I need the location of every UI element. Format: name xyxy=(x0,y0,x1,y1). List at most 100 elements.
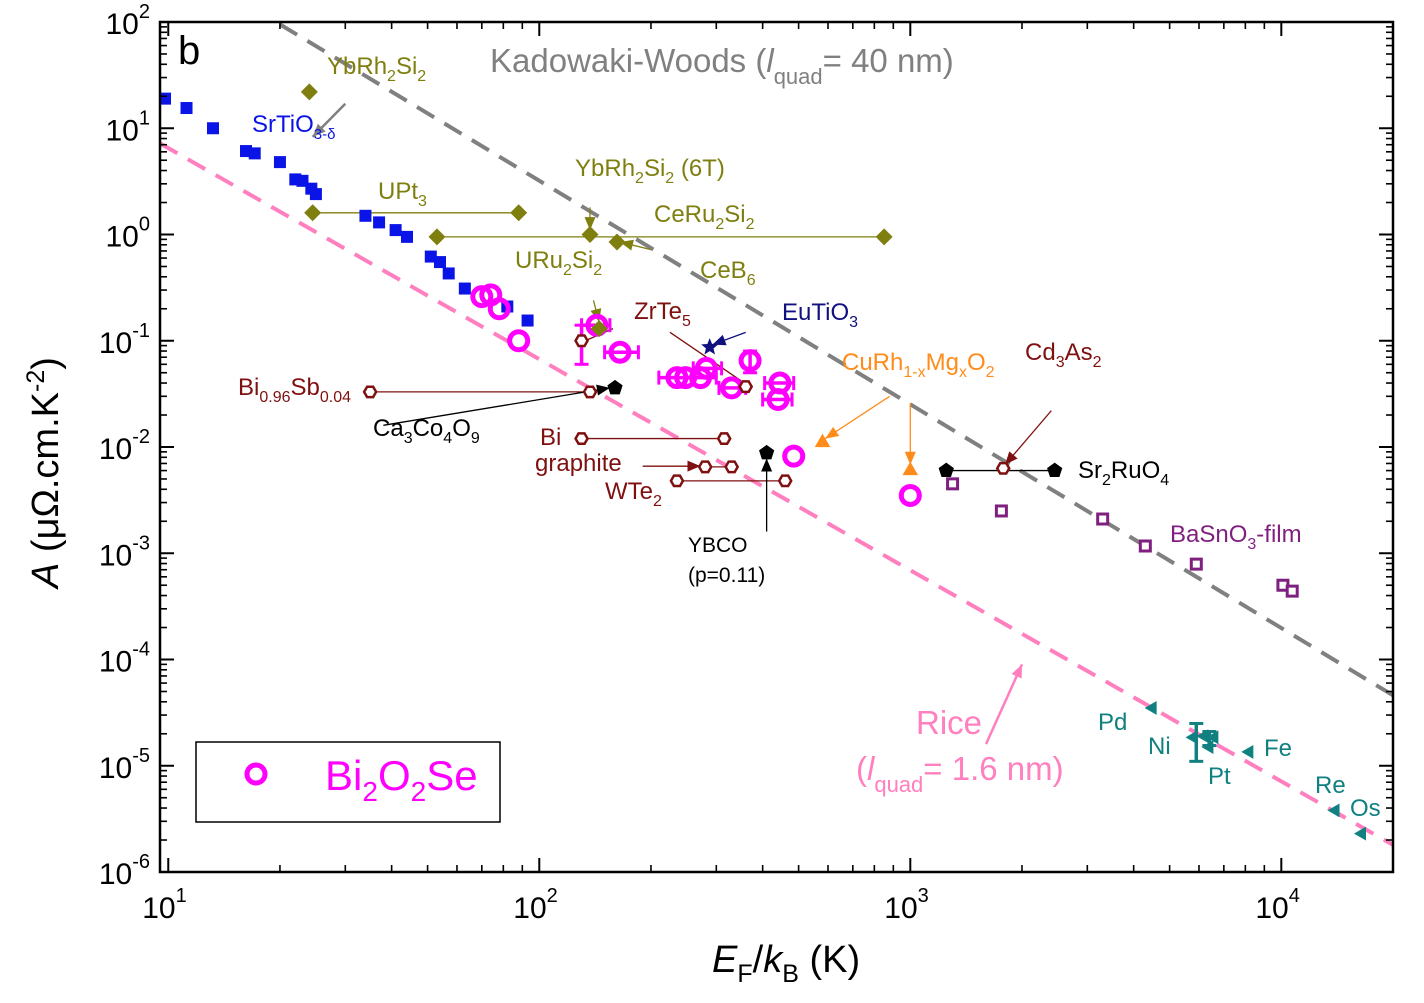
bi2o2se-point xyxy=(608,340,632,364)
axis-ticks: 101 102 103 10410-610-510-410-310-210-11001… xyxy=(99,1,1393,925)
curhmgo2-point xyxy=(902,461,919,476)
label-cd3as2: Cd3As2 xyxy=(1025,339,1102,371)
curhmgo2-point xyxy=(814,433,831,448)
srtio3-point xyxy=(206,122,219,135)
x-tick-label: 103 xyxy=(884,885,929,925)
bi2o2se-point xyxy=(898,483,922,507)
semimetals-point xyxy=(582,385,598,399)
srtio3-point xyxy=(433,256,446,269)
semimetals-point xyxy=(716,432,732,446)
heavy-fermion-point xyxy=(608,233,626,251)
basno3-point xyxy=(1285,584,1299,598)
annotation-arrow xyxy=(383,387,611,426)
y-tick-base: 10 xyxy=(99,539,132,572)
y-tick-base: 10 xyxy=(99,752,132,785)
label-rice: Rice xyxy=(916,704,982,741)
arrow-head xyxy=(1011,664,1022,679)
legend: Bi2O2Se xyxy=(195,741,501,823)
y-tick-label: 10-2 xyxy=(99,426,150,466)
semimetals-point xyxy=(777,474,793,488)
label-os: Os xyxy=(1350,795,1381,822)
panel-label: b xyxy=(178,29,200,73)
label-wte2: WTe2 xyxy=(605,478,662,510)
label-bi: Bi xyxy=(540,424,561,451)
y-tick-label: 10-3 xyxy=(99,532,150,572)
label-uru2si2: URu2Si2 xyxy=(515,247,602,279)
label-rice-value: (lquad= 1.6 nm) xyxy=(856,750,1064,797)
srtio3-point xyxy=(442,267,455,280)
srtio3-point xyxy=(521,314,534,327)
y-tick-base: 10 xyxy=(106,221,139,254)
label-re: Re xyxy=(1315,772,1346,799)
y-tick-label: 101 xyxy=(106,107,151,147)
metals-point xyxy=(1196,729,1209,744)
rice-line xyxy=(160,141,1393,847)
y-tick-label: 10-4 xyxy=(99,639,150,679)
srtio3-point xyxy=(273,156,286,169)
label-basno3: BaSnO3-film xyxy=(1170,521,1302,553)
srtio3-point xyxy=(359,209,372,222)
label-ceb6: CeB6 xyxy=(700,257,756,289)
semimetals-point xyxy=(738,380,754,394)
reference-lines xyxy=(160,22,1393,847)
eutio3-point xyxy=(701,338,719,355)
black-pentagons-point xyxy=(607,379,623,395)
x-tick-exp: 3 xyxy=(918,885,929,907)
arrow-head xyxy=(712,334,727,346)
semimetals-point xyxy=(574,334,590,348)
y-tick-label: 10-1 xyxy=(99,320,150,360)
x-axis-title: EF/kB (K) xyxy=(712,939,860,988)
y-tick-label: 102 xyxy=(106,1,151,41)
srtio3-point xyxy=(424,250,437,263)
heavy-fermion-point xyxy=(581,226,599,243)
metals-point xyxy=(1206,730,1219,745)
basno3-point xyxy=(1189,557,1203,571)
bi2o2se-point xyxy=(738,349,762,373)
srtio3-point xyxy=(180,102,193,115)
heavy-fermion-point xyxy=(428,228,446,246)
semimetals-point xyxy=(724,460,740,474)
label-zrte5: ZrTe5 xyxy=(634,298,691,330)
metals-point xyxy=(1241,744,1254,759)
semimetals-point xyxy=(362,385,378,399)
heavy-fermion-point xyxy=(510,204,528,222)
label-ni: Ni xyxy=(1148,733,1171,760)
semimetals-point xyxy=(697,460,713,474)
label-ybrh2si2: YbRh2Si2 xyxy=(327,53,426,85)
y-tick-base: 10 xyxy=(106,114,139,147)
y-tick-base: 10 xyxy=(99,858,132,891)
y-tick-label: 10-5 xyxy=(99,745,150,785)
label-pt: Pt xyxy=(1208,763,1231,790)
y-tick-base: 10 xyxy=(99,646,132,679)
x-tick-base: 10 xyxy=(142,892,175,925)
label-curhmgo2: CuRh1-xMgxO2 xyxy=(842,349,995,381)
metals-point xyxy=(1327,803,1340,818)
semimetals-point xyxy=(995,461,1011,475)
label-ybco-p: (p=0.11) xyxy=(688,564,765,587)
srtio3-point xyxy=(248,147,261,160)
label-pd: Pd xyxy=(1098,709,1127,736)
metals-point xyxy=(1144,701,1157,715)
label-graphite: graphite xyxy=(535,450,622,477)
heavy-fermion-point xyxy=(304,204,322,222)
basno3-point xyxy=(1096,512,1110,526)
x-tick-exp: 2 xyxy=(547,885,558,907)
x-tick-base: 10 xyxy=(884,892,917,925)
annotation-arrow xyxy=(984,663,1024,745)
heavy-fermion-point xyxy=(875,228,893,246)
label-ybco: YBCO xyxy=(688,534,748,557)
y-axis-title: A (μΩ.cm.K-2) xyxy=(22,357,67,590)
arrow-head xyxy=(596,384,610,396)
x-tick-exp: 1 xyxy=(176,885,187,907)
kadowaki-woods-line xyxy=(278,22,1393,698)
srtio3-point xyxy=(458,282,471,295)
label-kadowaki-woods: Kadowaki-Woods (lquad= 40 nm) xyxy=(490,42,954,89)
y-tick-exp: 1 xyxy=(139,107,150,129)
label-upt3: UPt3 xyxy=(378,178,427,210)
metals-point xyxy=(1185,730,1198,745)
arrows xyxy=(311,102,1052,745)
y-tick-base: 10 xyxy=(99,327,132,360)
metals-point xyxy=(1354,826,1366,841)
y-tick-base: 10 xyxy=(99,433,132,466)
